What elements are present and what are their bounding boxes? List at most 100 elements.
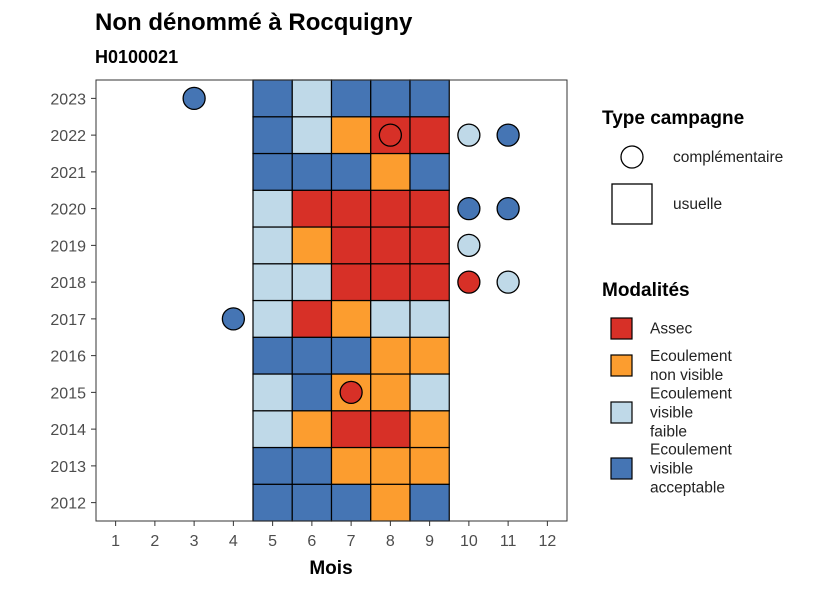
tile-2018-9 <box>409 263 450 302</box>
y-tick-label-2012: 2012 <box>50 496 86 513</box>
point-2020-10 <box>457 196 481 221</box>
tile-2014-6 <box>291 410 333 449</box>
point-2022-10 <box>457 123 481 147</box>
legend-title-modalites: Modalités <box>602 280 690 301</box>
tile-2017-5 <box>252 299 293 338</box>
legend-key-visible_acceptable <box>610 457 633 480</box>
tile-2012-9 <box>409 483 450 522</box>
y-tick-label-2016: 2016 <box>50 349 86 366</box>
tile-2020-6 <box>291 189 333 228</box>
legend-label-assec: Assec <box>650 321 692 338</box>
legend-label-non_visible: Ecoulement non visible <box>650 348 733 384</box>
tile-2013-5 <box>252 446 293 485</box>
plot-area <box>95 79 568 522</box>
x-tick-label-12: 12 <box>538 533 556 550</box>
tile-2020-7 <box>330 189 372 228</box>
tile-2021-7 <box>330 152 372 191</box>
legend-label-visible_faible: Ecoulement visible faible <box>650 386 733 441</box>
x-tick-label-10: 10 <box>460 533 478 550</box>
tile-2016-5 <box>252 336 293 375</box>
tile-2012-5 <box>252 483 293 522</box>
y-tick-label-2020: 2020 <box>50 202 86 219</box>
tile-2013-6 <box>291 446 333 485</box>
tile-2016-6 <box>291 336 333 375</box>
tile-2018-8 <box>370 263 411 302</box>
chart-subtitle: H0100021 <box>95 47 178 67</box>
tile-2012-8 <box>370 483 411 522</box>
y-tick-label-2019: 2019 <box>50 238 86 255</box>
y-tick-label-2017: 2017 <box>50 312 86 329</box>
x-tick-label-4: 4 <box>229 533 238 550</box>
tile-2020-8 <box>370 189 411 228</box>
point-2018-10 <box>457 270 481 294</box>
tile-2023-5 <box>252 79 293 118</box>
legend-label-visible_acceptable: Ecoulement visible acceptable <box>650 442 733 497</box>
x-tick-label-6: 6 <box>307 533 316 550</box>
tile-2018-7 <box>330 263 372 302</box>
y-tick-label-2015: 2015 <box>50 385 86 402</box>
tile-2016-9 <box>409 336 450 375</box>
x-axis-title: Mois <box>309 558 352 579</box>
legend-title-campaign-type: Type campagne <box>602 108 744 129</box>
tile-2022-5 <box>252 116 293 155</box>
y-tick-label-2013: 2013 <box>50 459 86 476</box>
tile-2014-8 <box>370 410 411 449</box>
tile-2023-6 <box>291 79 333 118</box>
x-tick-label-8: 8 <box>386 533 395 550</box>
plot-border <box>95 79 568 522</box>
tile-2021-6 <box>291 152 333 191</box>
point-2020-11 <box>496 196 520 221</box>
tile-2018-5 <box>252 263 293 302</box>
y-tick-label-2014: 2014 <box>50 422 86 439</box>
tile-2016-7 <box>330 336 372 375</box>
tile-2019-9 <box>409 226 450 265</box>
point-2018-11 <box>496 270 520 294</box>
point-2022-8 <box>378 123 403 147</box>
legend-label-usuelle: usuelle <box>673 196 722 213</box>
legend-key-square <box>611 183 653 225</box>
tile-2017-7 <box>330 299 372 338</box>
tile-2021-9 <box>409 152 450 191</box>
x-tick-label-11: 11 <box>500 533 517 550</box>
tile-2014-5 <box>252 410 293 449</box>
tile-2018-6 <box>291 263 333 302</box>
tile-2019-6 <box>291 226 333 265</box>
tile-2023-8 <box>370 79 411 118</box>
tile-2017-6 <box>291 299 333 338</box>
tile-2012-6 <box>291 483 333 522</box>
point-2017-4 <box>221 307 246 331</box>
x-tick-label-9: 9 <box>425 533 434 550</box>
tile-2017-9 <box>409 299 450 338</box>
x-tick-label-3: 3 <box>190 533 199 550</box>
legend-key-assec <box>610 317 633 340</box>
point-2019-10 <box>457 233 481 258</box>
tile-2015-5 <box>252 373 293 412</box>
tile-2013-7 <box>330 446 372 485</box>
y-tick-label-2023: 2023 <box>50 91 86 108</box>
tile-2015-9 <box>409 373 450 412</box>
tile-2022-9 <box>409 116 450 155</box>
tile-2022-6 <box>291 116 333 155</box>
tile-2015-8 <box>370 373 411 412</box>
tile-2016-8 <box>370 336 411 375</box>
point-2022-11 <box>496 123 520 147</box>
tile-2023-7 <box>330 79 372 118</box>
tile-2019-5 <box>252 226 293 265</box>
legend-key-non_visible <box>610 354 633 377</box>
tile-2017-8 <box>370 299 411 338</box>
legend-campaign-type: Type campagne complémentaire usuelle <box>602 108 783 225</box>
tile-2015-6 <box>291 373 333 412</box>
tile-2020-9 <box>409 189 450 228</box>
point-2015-7 <box>339 380 363 405</box>
tile-2013-8 <box>370 446 411 485</box>
tile-2021-5 <box>252 152 293 191</box>
tile-2023-9 <box>409 79 450 118</box>
legend-label-complementaire: complémentaire <box>673 149 783 166</box>
x-tick-label-1: 1 <box>111 533 120 550</box>
tile-2022-7 <box>330 116 372 155</box>
tile-2020-5 <box>252 189 293 228</box>
tile-2019-8 <box>370 226 411 265</box>
tile-2021-8 <box>370 152 411 191</box>
